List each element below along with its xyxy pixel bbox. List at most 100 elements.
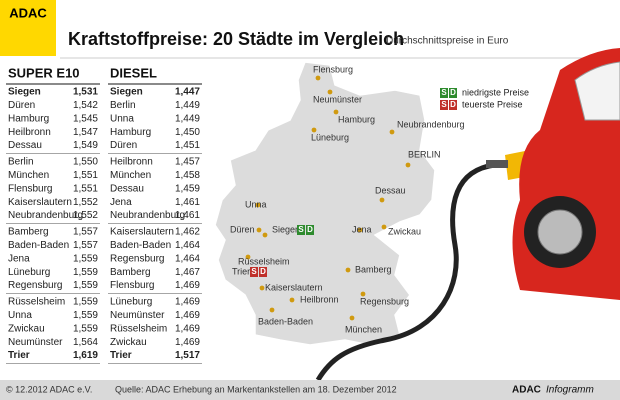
price: 1,551: [73, 183, 98, 194]
city-dot: [357, 227, 363, 233]
city-name: Bamberg: [8, 227, 49, 238]
badge-letter: S: [251, 267, 257, 276]
badge-letter: D: [450, 100, 456, 109]
city-dot: [255, 202, 261, 208]
city-name: Zwickau: [110, 337, 147, 348]
subtitle: Durchschnittspreise in Euro: [386, 36, 509, 47]
price: 1,542: [73, 100, 98, 111]
city-name: München: [8, 170, 49, 181]
price: 1,464: [175, 240, 200, 251]
price: 1,469: [175, 337, 200, 348]
badge-box: [306, 225, 314, 235]
map-city: Unna: [245, 199, 267, 209]
price: 1,459: [175, 183, 200, 194]
price: 1,559: [73, 297, 98, 308]
city-dot: [389, 129, 395, 135]
city-name: Kaiserslautern: [8, 197, 72, 208]
map-city: Siegen: [272, 224, 300, 234]
price: 1,619: [73, 350, 98, 361]
map-city: Baden-Baden: [258, 316, 313, 326]
city-name: Trier: [8, 350, 30, 361]
price: 1,469: [175, 323, 200, 334]
price: 1,464: [175, 253, 200, 264]
city-dot: [269, 307, 275, 313]
city-name: Trier: [110, 350, 132, 361]
price: 1,550: [73, 157, 98, 168]
badge-letter: D: [307, 225, 313, 234]
price: 1,564: [73, 337, 98, 348]
badge-box: [259, 267, 267, 277]
footer-bar: [0, 380, 620, 400]
price: 1,457: [175, 157, 200, 168]
city-name: Lüneburg: [110, 297, 152, 308]
city-dot: [311, 127, 317, 133]
price: 1,469: [175, 280, 200, 291]
city-name: Neubrandenburg: [110, 210, 185, 221]
city-name: Düren: [110, 140, 137, 151]
nozzle-tip: [486, 160, 508, 168]
city-name: Dessau: [8, 140, 42, 151]
city-name: Siegen: [110, 87, 143, 98]
price: 1,552: [73, 210, 98, 221]
map-city: Rüsselsheim: [238, 256, 290, 266]
city-name: Hamburg: [8, 113, 49, 124]
city-name: Baden-Baden: [110, 240, 171, 251]
badge-box: [449, 88, 457, 98]
city-dot: [256, 227, 262, 233]
city-name: Lüneburg: [8, 267, 50, 278]
badge-letter: D: [260, 267, 266, 276]
price: 1,458: [175, 170, 200, 181]
map-city: Hamburg: [338, 114, 375, 124]
price: 1,559: [73, 310, 98, 321]
city-name: Baden-Baden: [8, 240, 69, 251]
city-name: Neumünster: [8, 337, 63, 348]
footer-brand-suffix: Infogramm: [546, 385, 594, 396]
car-window: [574, 61, 620, 121]
map-city: Düren: [230, 224, 255, 234]
city-name: Neumünster: [110, 310, 165, 321]
map-city: Neubrandenburg: [397, 119, 465, 129]
city-dot: [333, 109, 339, 115]
price: 1,557: [73, 227, 98, 238]
city-dot: [259, 285, 265, 291]
city-name: Unna: [110, 113, 134, 124]
price: 1,461: [175, 197, 200, 208]
city-name: Düren: [8, 100, 35, 111]
city-name: Neubrandenburg: [8, 210, 83, 221]
table-title: SUPER E10: [8, 65, 80, 80]
footer-copyright: © 12.2012 ADAC e.V.: [6, 384, 92, 394]
city-name: Rüsselsheim: [8, 297, 65, 308]
badge-letter: S: [441, 88, 447, 97]
price: 1,531: [73, 87, 98, 98]
badge-letter: D: [450, 88, 456, 97]
city-name: Regensburg: [8, 280, 62, 291]
price: 1,469: [175, 310, 200, 321]
city-name: Zwickau: [8, 323, 45, 334]
badge-box: [297, 225, 305, 235]
city-dot: [327, 89, 333, 95]
price: 1,451: [175, 140, 200, 151]
city-dot: [405, 162, 411, 168]
price: 1,551: [73, 170, 98, 181]
map-city: Zwickau: [388, 226, 421, 236]
badge-box: [449, 100, 457, 110]
city-name: München: [110, 170, 151, 181]
badge-letter: S: [298, 225, 304, 234]
city-name: Dessau: [110, 183, 144, 194]
price: 1,559: [73, 253, 98, 264]
city-name: Berlin: [8, 157, 34, 168]
price: 1,467: [175, 267, 200, 278]
city-name: Berlin: [110, 100, 136, 111]
badge-box: [440, 88, 448, 98]
hose: [315, 162, 496, 382]
city-name: Hamburg: [110, 127, 151, 138]
price: 1,517: [175, 350, 200, 361]
price: 1,557: [73, 240, 98, 251]
table-title: DIESEL: [110, 65, 157, 80]
map-germany: [214, 61, 436, 346]
city-dot: [379, 197, 385, 203]
map-city: Jena: [352, 224, 372, 234]
legend-label: niedrigste Preise: [462, 87, 529, 97]
price: 1,549: [73, 140, 98, 151]
city-name: Siegen: [8, 87, 41, 98]
